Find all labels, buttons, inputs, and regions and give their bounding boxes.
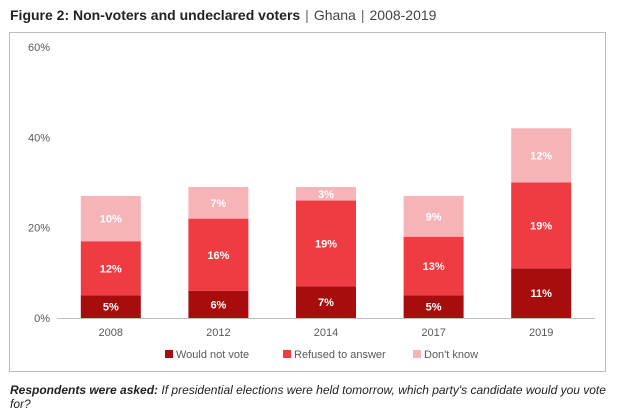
data-label: 19%	[315, 238, 337, 250]
bar-segment	[188, 187, 249, 219]
figure-title: Figure 2: Non-voters and undeclared vote…	[10, 7, 436, 23]
x-tick-label: 2008	[99, 327, 123, 339]
y-tick-label: 60%	[28, 42, 50, 54]
bar-segment	[296, 286, 356, 318]
x-tick-label: 2017	[421, 327, 445, 339]
data-label: 16%	[207, 250, 229, 262]
figure-country: Ghana	[313, 7, 356, 23]
bar-segment	[296, 200, 356, 287]
x-tick-label: 2019	[529, 327, 553, 339]
bar-segment	[80, 196, 141, 242]
x-tick-label: 2014	[314, 327, 338, 339]
y-tick-label: 0%	[34, 313, 50, 325]
data-label: 9%	[426, 211, 442, 223]
legend-label: Don't know	[424, 349, 478, 361]
legend-swatch	[413, 350, 421, 358]
bar-segment	[80, 295, 141, 318]
data-label: 12%	[530, 150, 552, 162]
data-label: 10%	[100, 214, 122, 226]
y-tick-label: 40%	[28, 132, 50, 144]
data-label: 7%	[210, 198, 226, 210]
footnote-label: Respondents were asked:	[10, 383, 159, 397]
bar-segment	[511, 128, 572, 183]
data-label: 3%	[318, 189, 334, 201]
bar-segment	[403, 236, 464, 296]
y-tick-label: 20%	[28, 223, 50, 235]
figure-period: 2008-2019	[369, 7, 437, 23]
data-label: 7%	[318, 297, 334, 309]
bar-segment	[296, 187, 356, 201]
legend-label: Refused to answer	[294, 349, 386, 361]
title-separator-2: |	[360, 7, 365, 23]
bar-segment	[403, 295, 464, 318]
bar-segment	[188, 290, 249, 318]
data-label: 19%	[530, 220, 552, 232]
legend-swatch	[283, 350, 291, 358]
data-label: 13%	[423, 261, 445, 273]
chart-frame: 0% 20% 40% 60% 5% 12% 10% 2008 6% 16% 7% 2012 7% 19% 3…	[9, 32, 606, 372]
bar-segment	[511, 182, 572, 269]
data-label: 5%	[103, 302, 119, 314]
bar-segment	[511, 268, 572, 318]
stacked-bar-chart: 0% 20% 40% 60% 5% 12% 10% 2008 6% 16% 7% 2012 7% 19% 3…	[28, 42, 595, 361]
legend-swatch	[165, 350, 173, 358]
bar-segment	[188, 218, 249, 291]
title-separator-1: |	[305, 7, 309, 23]
data-label: 6%	[210, 299, 226, 311]
data-label: 12%	[100, 263, 122, 275]
bar-segment	[80, 241, 141, 296]
bar-segment	[403, 196, 464, 237]
footnote: Respondents were asked: If presidential …	[10, 383, 610, 411]
legend-label: Would not vote	[176, 349, 249, 361]
x-tick-label: 2012	[206, 327, 230, 339]
footnote-question: If presidential elections were held tomo…	[10, 383, 606, 411]
figure-title-lead: Figure 2: Non-voters and undeclared vote…	[10, 7, 301, 23]
data-label: 5%	[426, 302, 442, 314]
data-label: 11%	[530, 288, 552, 300]
